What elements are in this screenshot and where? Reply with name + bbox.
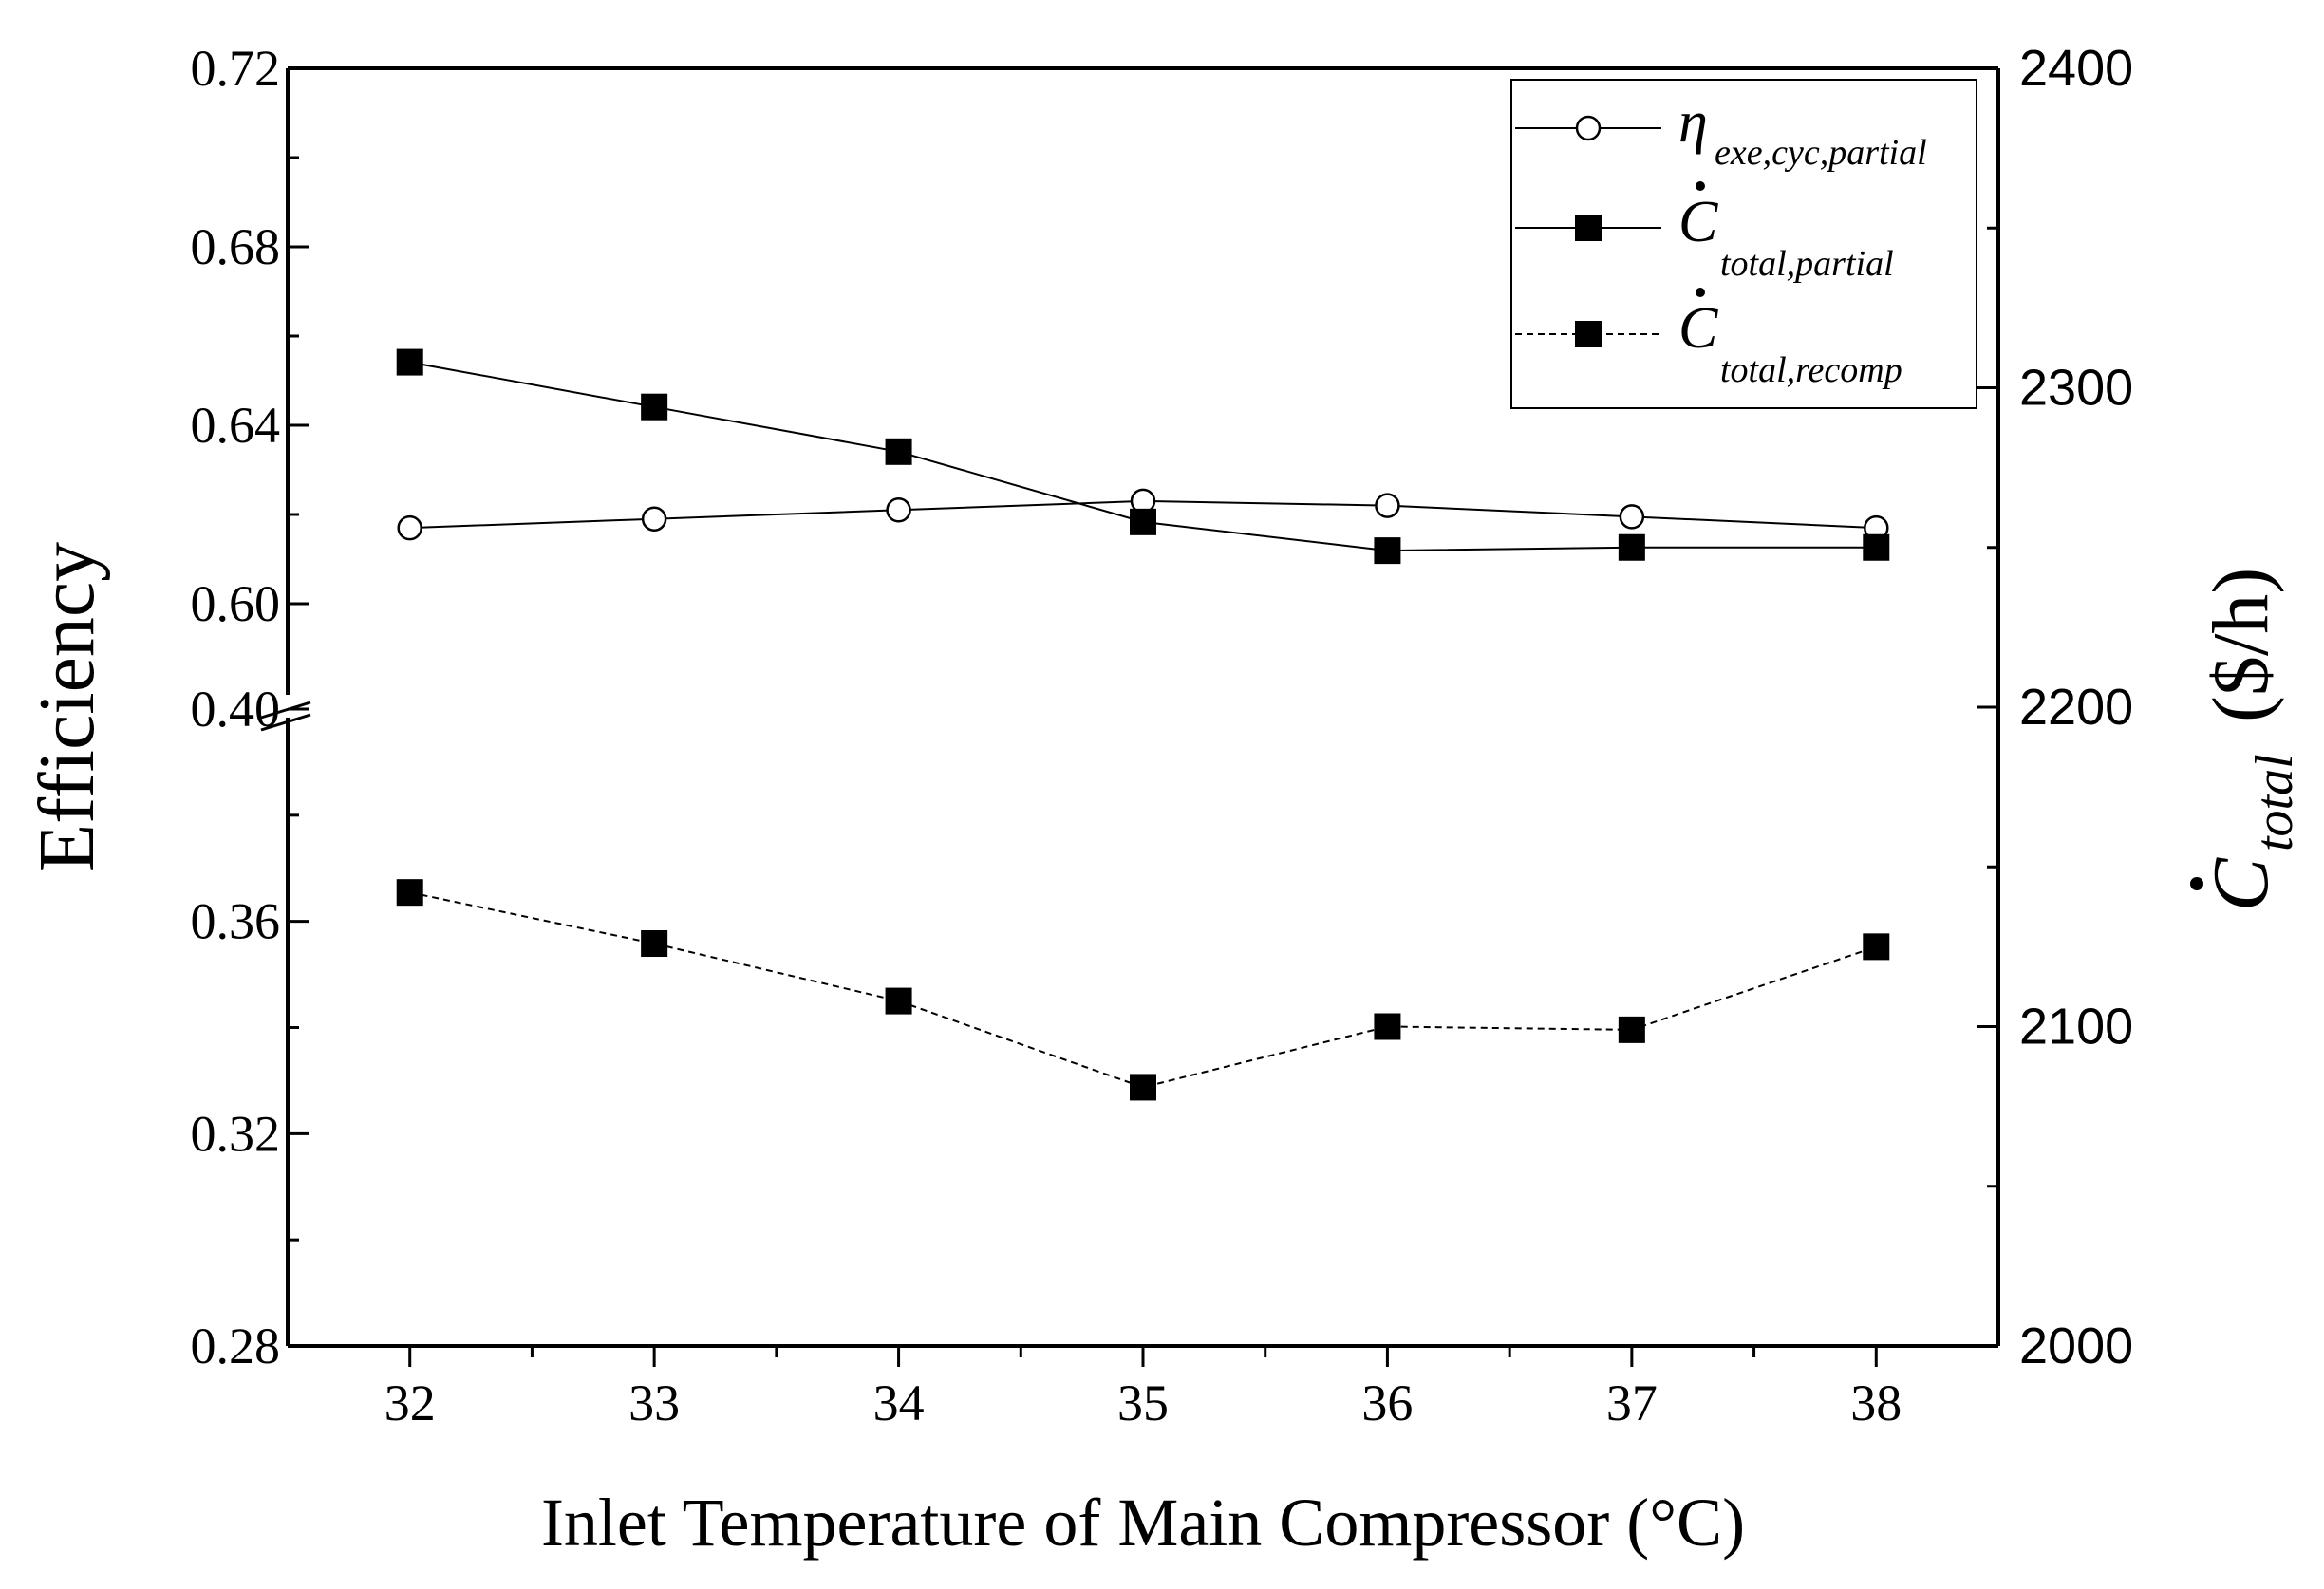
data-point-eta xyxy=(1375,493,1400,518)
legend-dot-accent xyxy=(1696,288,1705,297)
data-point-ctotal_recomp xyxy=(1863,933,1890,961)
y-left-tick-label-upper: 0.60 xyxy=(191,575,281,632)
x-tick-label: 32 xyxy=(384,1374,436,1431)
y-left-tick-label-upper: 0.64 xyxy=(191,397,281,454)
axis-break-mark xyxy=(260,713,311,732)
y-right-title-base: C xyxy=(2197,857,2285,911)
data-point-ctotal_partial xyxy=(1618,533,1645,561)
series-ctotal_partial xyxy=(396,348,1890,565)
x-tick-label: 34 xyxy=(873,1374,925,1431)
data-point-ctotal_partial xyxy=(396,348,423,376)
x-tick-label: 38 xyxy=(1850,1374,1902,1431)
legend-dot-accent xyxy=(1696,181,1705,191)
data-point-ctotal_recomp xyxy=(1130,1074,1156,1101)
data-point-ctotal_partial xyxy=(1374,537,1401,565)
x-axis-title: Inlet Temperature of Main Compressor (°C… xyxy=(541,1485,1745,1561)
data-point-ctotal_partial xyxy=(885,438,912,465)
legend-label-eta: η xyxy=(1678,90,1708,155)
data-point-ctotal_partial xyxy=(641,393,668,421)
series-ctotal_recomp xyxy=(396,879,1890,1101)
x-tick-label: 36 xyxy=(1361,1374,1413,1431)
legend-subscript-ctotal_recomp: total,recomp xyxy=(1720,350,1902,390)
y-left-axis-title: Efficiency xyxy=(23,542,111,872)
axis-labels: Inlet Temperature of Main Compressor (°C… xyxy=(23,542,2304,1561)
data-point-ctotal_recomp xyxy=(1374,1013,1401,1040)
data-point-ctotal_partial xyxy=(1863,533,1890,561)
series-eta xyxy=(397,488,1889,541)
axes-layer: 32 33 34 35 36 37 38 0.60 0.64 0.68 0.72 0.28 0.32 0.… xyxy=(191,40,2134,1431)
y-right-tick-label: 2100 xyxy=(2019,999,2133,1056)
legend-subscript-ctotal_partial: total,partial xyxy=(1720,244,1894,284)
data-point-ctotal_recomp xyxy=(1618,1016,1645,1043)
data-point-eta xyxy=(886,497,911,523)
y-left-tick-label-lower: 0.28 xyxy=(191,1318,281,1374)
y-right-tick-label: 2300 xyxy=(2019,360,2133,417)
data-point-eta xyxy=(397,514,422,541)
legend-subscript-eta: exe,cyc,partial xyxy=(1715,133,1927,173)
y-left-tick-label-upper: 0.72 xyxy=(191,40,281,97)
y-right-title-subscript: total xyxy=(2245,754,2304,851)
data-point-eta xyxy=(641,506,667,532)
series-layer xyxy=(396,348,1890,1101)
y-left-tick-label-lower: 0.40 xyxy=(191,681,281,738)
y-right-title-unit: ($/h) xyxy=(2197,568,2285,722)
data-point-eta xyxy=(1619,504,1645,530)
axis-break-mark xyxy=(260,701,311,720)
data-point-ctotal_recomp xyxy=(396,879,423,907)
y-right-title-dot-accent xyxy=(2190,877,2203,890)
legend-label-ctotal_recomp: C xyxy=(1678,296,1718,361)
y-right-tick-label: 2200 xyxy=(2019,679,2133,736)
x-tick-label: 33 xyxy=(628,1374,680,1431)
y-left-tick-label-lower: 0.36 xyxy=(191,893,281,950)
y-left-tick-label-upper: 0.68 xyxy=(191,218,281,275)
legend: η exe,cyc,partial Ctotal,partialCtotal,rec… xyxy=(1510,79,1977,409)
legend-marker-ctotal_partial xyxy=(1575,215,1602,241)
legend-label-ctotal_partial: C xyxy=(1678,190,1718,254)
y-right-tick-label: 2400 xyxy=(2019,40,2133,97)
x-tick-label: 35 xyxy=(1117,1374,1169,1431)
legend-marker-ctotal_recomp xyxy=(1575,321,1602,347)
y-right-tick-label: 2000 xyxy=(2019,1318,2133,1374)
series-line-ctotal_recomp xyxy=(409,891,1877,1089)
data-point-ctotal_partial xyxy=(1130,508,1156,535)
x-tick-label: 37 xyxy=(1606,1374,1658,1431)
data-point-ctotal_recomp xyxy=(641,930,668,958)
legend-marker-eta xyxy=(1575,115,1602,141)
y-left-tick-label-lower: 0.32 xyxy=(191,1105,281,1162)
data-point-ctotal_recomp xyxy=(885,987,912,1015)
